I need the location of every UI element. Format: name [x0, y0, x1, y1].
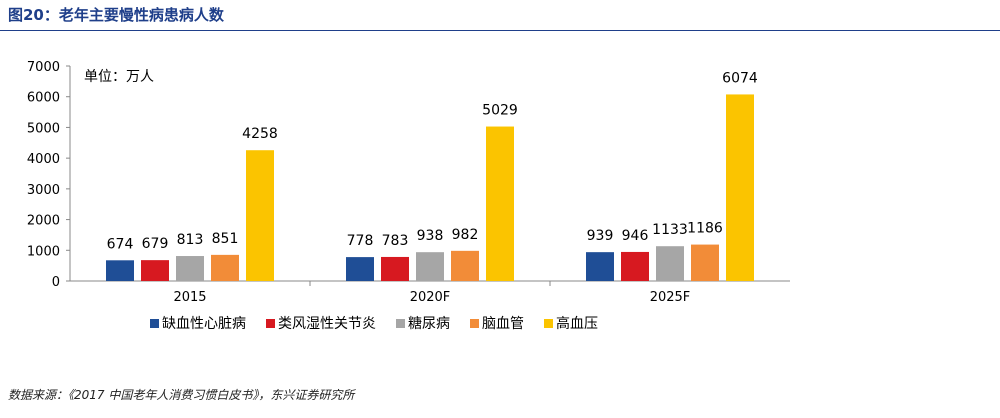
x-tick-label: 2025F: [650, 290, 691, 305]
bar-value-label: 813: [177, 232, 204, 248]
bar: [621, 251, 649, 281]
bar: [381, 256, 409, 281]
bar-value-label: 946: [622, 228, 649, 244]
bar-value-label: 939: [587, 228, 614, 244]
bar: [176, 256, 204, 281]
bar: [656, 246, 684, 281]
legend-swatch: [544, 319, 553, 328]
bar-value-label: 1133: [652, 222, 688, 238]
bar-value-label: 5029: [482, 103, 518, 119]
x-tick-label: 2020F: [410, 290, 451, 305]
y-tick-label: 2000: [27, 214, 60, 229]
bar: [451, 250, 479, 281]
title-divider: [0, 30, 1000, 31]
bar-value-label: 674: [107, 236, 134, 252]
x-tick-label: 2015: [173, 290, 206, 305]
legend-label: 脑血管: [482, 316, 524, 332]
bar: [106, 260, 134, 281]
y-tick-label: 3000: [27, 183, 60, 198]
bar-value-label: 851: [212, 231, 239, 247]
y-tick-label: 5000: [27, 121, 60, 136]
legend-label: 高血压: [556, 315, 598, 332]
legend-label: 缺血性心脏病: [162, 316, 246, 332]
bar: [211, 254, 239, 281]
y-tick-label: 6000: [27, 91, 60, 106]
bar-value-label: 6074: [722, 70, 758, 86]
bar: [246, 150, 274, 281]
bar: [586, 252, 614, 281]
legend-swatch: [150, 319, 159, 328]
bar-value-label: 778: [347, 233, 374, 249]
unit-label: 单位：万人: [84, 69, 154, 85]
chart-axes: 0 1000 2000 3000 4000 5000 6000 7000 2015 2020F 20…: [27, 60, 790, 305]
bar: [346, 257, 374, 281]
legend-label: 糖尿病: [408, 316, 450, 332]
legend-swatch: [396, 319, 405, 328]
legend-swatch: [470, 319, 479, 328]
bar: [141, 260, 169, 281]
bar-value-label: 4258: [242, 126, 278, 142]
bar-value-label: 938: [417, 228, 444, 244]
bar: [416, 252, 444, 281]
bar: [691, 244, 719, 281]
bar: [486, 126, 514, 281]
legend-label: 类风湿性关节炎: [278, 316, 376, 332]
y-tick-label: 4000: [27, 152, 60, 167]
bar-value-label: 1186: [687, 221, 723, 237]
chart-legend: 缺血性心脏病 类风湿性关节炎 糖尿病 脑血管 高血压: [150, 315, 598, 332]
bar-value-label: 982: [452, 227, 479, 243]
y-tick-label: 0: [52, 275, 60, 290]
bar-value-label: 783: [382, 233, 409, 249]
bar: [726, 94, 754, 281]
bar-chart: 0 1000 2000 3000 4000 5000 6000 7000 2015 2020F 20…: [27, 60, 790, 332]
chart-bars: [106, 94, 754, 281]
legend-swatch: [266, 319, 275, 328]
source-note: 数据来源：《2017 中国老年人消费习惯白皮书》，东兴证券研究所: [8, 388, 355, 402]
y-tick-label: 7000: [27, 60, 60, 75]
y-tick-label: 1000: [27, 244, 60, 259]
bar-value-label: 679: [142, 236, 169, 252]
figure-title: 图20：老年主要慢性病患病人数: [8, 6, 224, 24]
